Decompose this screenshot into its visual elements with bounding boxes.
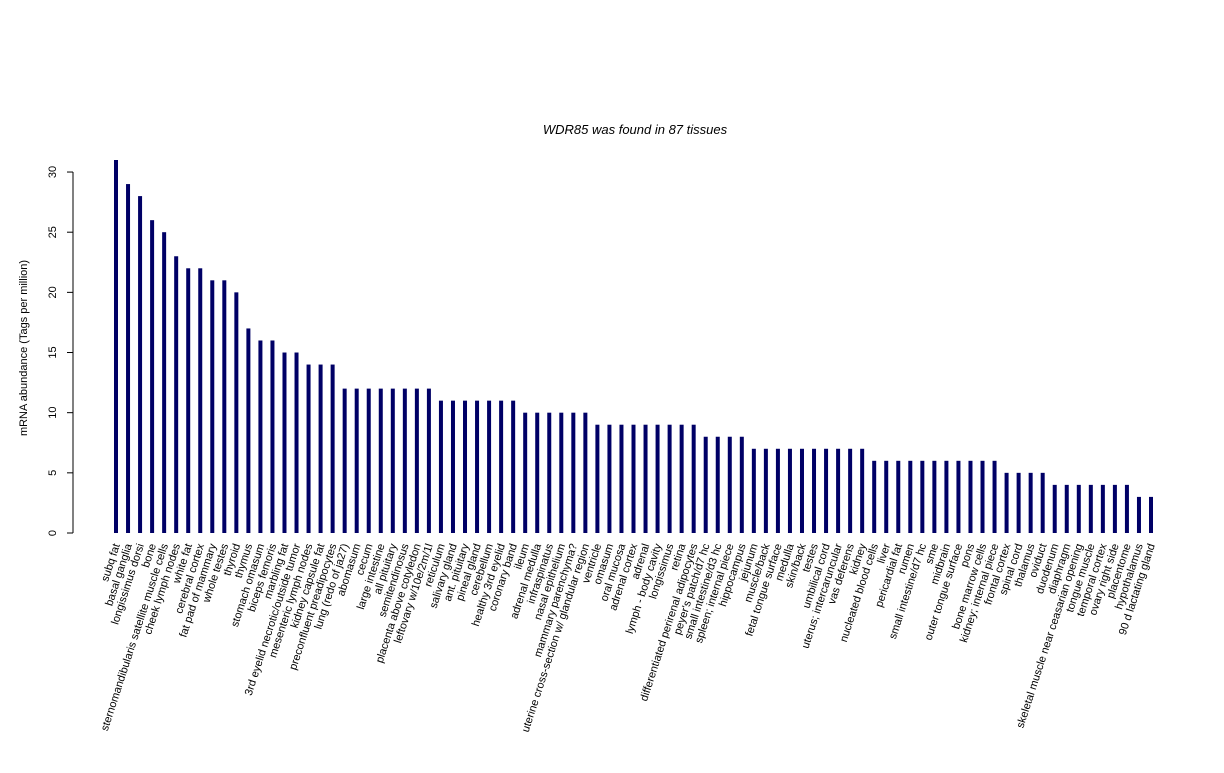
bar [836,448,841,533]
bar [812,448,817,533]
bar [114,160,118,533]
bar [655,424,660,533]
bar [330,364,335,533]
bar [499,400,504,533]
bar [306,364,311,533]
bar [1064,484,1069,533]
bar [414,388,419,533]
bar [1112,484,1117,533]
bar [198,268,203,533]
bar [884,460,889,533]
y-tick-label: 30 [47,166,59,178]
bar [547,412,552,533]
bar [848,448,853,533]
bar [787,448,792,533]
bar [643,424,648,533]
bar [980,460,985,533]
bar [258,340,263,533]
bar [763,448,768,533]
bar [511,400,516,533]
bar [174,256,179,533]
bar [932,460,937,533]
bar [1124,484,1129,533]
bar [679,424,684,533]
y-tick-label: 0 [47,530,59,536]
bar [727,436,732,533]
bar [631,424,636,533]
bar [583,412,588,533]
bar [896,460,901,533]
bar [739,436,744,533]
bar [703,436,708,533]
bar [1076,484,1081,533]
bar [607,424,612,533]
bar [751,448,756,533]
bar [1028,472,1033,533]
bar [463,400,468,533]
bar [450,400,455,533]
bar [824,448,829,533]
bar [366,388,371,533]
bar [294,352,299,533]
bar [1004,472,1009,533]
bar [619,424,624,533]
y-tick-label: 5 [47,470,59,476]
bar [138,196,143,533]
bar [1149,496,1153,533]
bar [920,460,925,533]
bar [186,268,191,533]
bar [908,460,913,533]
bar [992,460,997,533]
bar [956,460,961,533]
bar [571,412,576,533]
bar [438,400,443,533]
bar [378,388,383,533]
y-axis-label: mRNA abundance (Tags per million) [18,260,30,436]
bar [234,292,239,533]
bar [475,400,480,533]
bar [1040,472,1045,533]
bar [715,436,720,533]
bar [595,424,600,533]
bar [872,460,877,533]
bar [775,448,780,533]
chart-title: WDR85 was found in 87 tissues [543,122,728,137]
bar [210,280,215,533]
bar [354,388,359,533]
bar [559,412,564,533]
bar [1100,484,1105,533]
y-tick-label: 10 [47,407,59,419]
bar [691,424,696,533]
bar [270,340,275,533]
bar [944,460,949,533]
bar [426,388,431,533]
y-tick-label: 20 [47,286,59,298]
bar [162,232,167,533]
bar [487,400,492,533]
y-tick-label: 15 [47,346,59,358]
bar [126,184,131,533]
bar [535,412,540,533]
bar [1016,472,1021,533]
y-tick-label: 25 [47,226,59,238]
bar [1088,484,1093,533]
bar [342,388,347,533]
bar [402,388,407,533]
bar [523,412,528,533]
bar [222,280,227,533]
bar [150,220,155,533]
bar [667,424,672,533]
bar [282,352,287,533]
bar [1136,496,1141,533]
bar [799,448,804,533]
bar [1052,484,1057,533]
bar [860,448,865,533]
bar [246,328,251,533]
bar [390,388,395,533]
bar [968,460,973,533]
bar [318,364,323,533]
